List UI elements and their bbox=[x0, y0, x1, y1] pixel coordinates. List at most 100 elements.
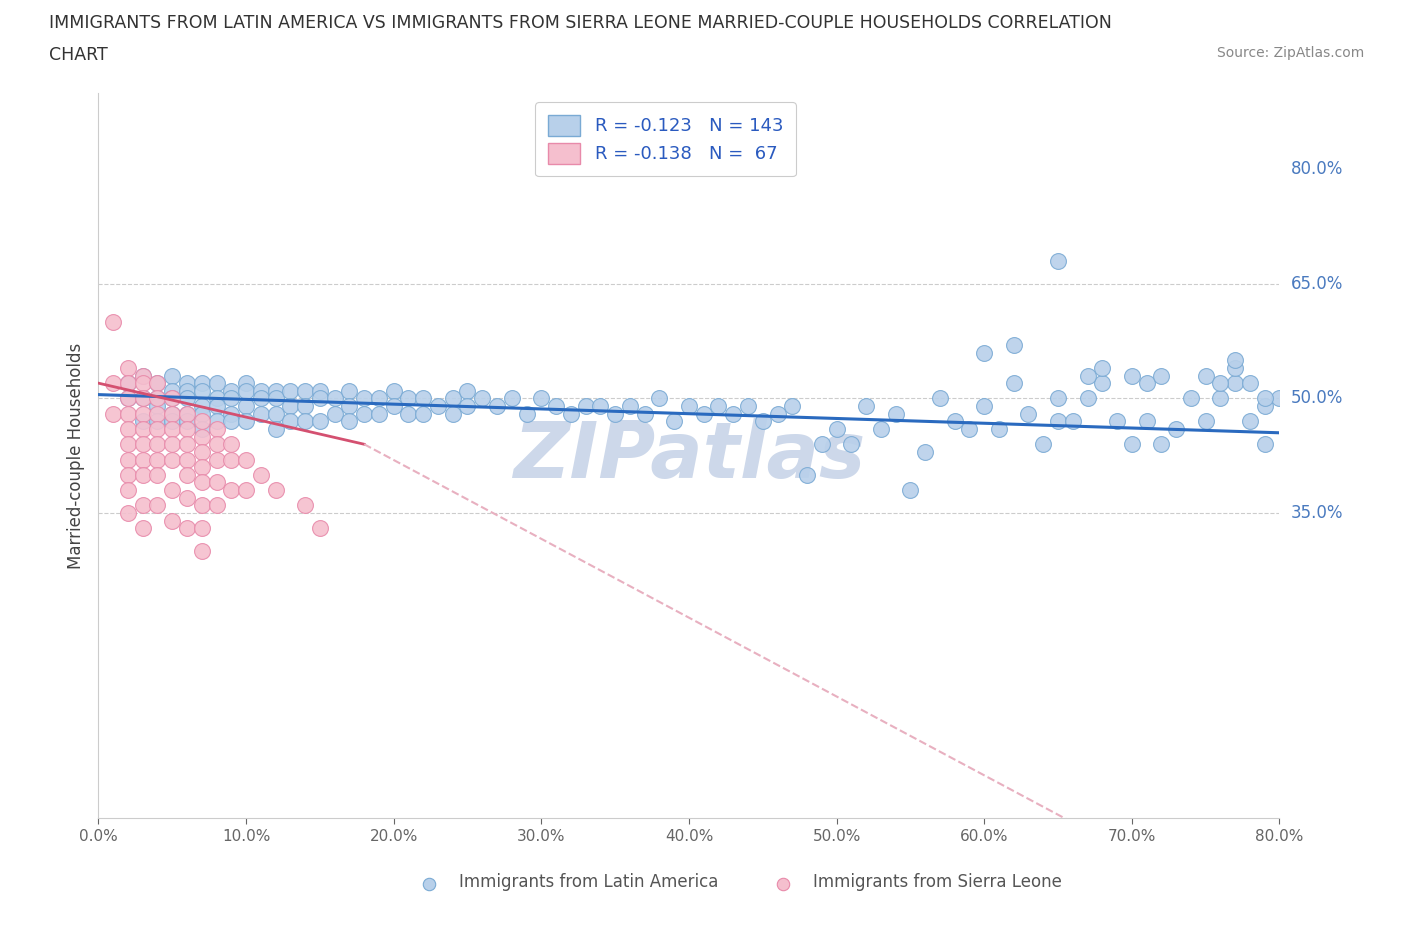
Point bbox=[162, 414, 183, 429]
Point bbox=[309, 391, 332, 405]
Point bbox=[575, 399, 598, 414]
Point bbox=[884, 406, 907, 421]
Point bbox=[205, 437, 228, 452]
Point bbox=[457, 399, 479, 414]
Point bbox=[221, 406, 243, 421]
Point bbox=[235, 483, 257, 498]
Point bbox=[1046, 414, 1070, 429]
Point bbox=[117, 376, 139, 391]
Point bbox=[1180, 391, 1202, 405]
Point bbox=[205, 399, 228, 414]
Point bbox=[191, 521, 214, 536]
Point bbox=[486, 399, 509, 414]
Point bbox=[1254, 399, 1277, 414]
Point bbox=[221, 414, 243, 429]
Point bbox=[191, 383, 214, 398]
Point bbox=[176, 452, 198, 467]
Point bbox=[235, 399, 257, 414]
Point bbox=[205, 421, 228, 436]
Point bbox=[309, 414, 332, 429]
Point bbox=[1046, 254, 1070, 269]
Point bbox=[353, 391, 375, 405]
Point bbox=[1225, 376, 1247, 391]
Point bbox=[146, 406, 169, 421]
Point bbox=[412, 406, 434, 421]
Point bbox=[117, 468, 139, 483]
Point bbox=[619, 399, 641, 414]
Point bbox=[250, 383, 273, 398]
Point bbox=[368, 406, 391, 421]
Point bbox=[1195, 414, 1218, 429]
Point bbox=[1150, 437, 1173, 452]
Point bbox=[339, 399, 361, 414]
Point bbox=[250, 406, 273, 421]
Point bbox=[323, 406, 346, 421]
Point bbox=[103, 314, 125, 329]
Point bbox=[146, 414, 169, 429]
Point bbox=[221, 391, 243, 405]
Point bbox=[294, 498, 316, 512]
Point bbox=[501, 391, 523, 405]
Point bbox=[117, 483, 139, 498]
Point bbox=[678, 399, 700, 414]
Point bbox=[132, 414, 155, 429]
Point bbox=[176, 490, 198, 505]
Point bbox=[146, 391, 169, 405]
Text: 65.0%: 65.0% bbox=[1291, 275, 1343, 293]
Point bbox=[146, 498, 169, 512]
Point bbox=[1121, 437, 1143, 452]
Point bbox=[132, 376, 155, 391]
Point bbox=[398, 406, 420, 421]
Point bbox=[1046, 391, 1070, 405]
Text: Immigrants from Latin America: Immigrants from Latin America bbox=[458, 873, 718, 891]
Text: Immigrants from Sierra Leone: Immigrants from Sierra Leone bbox=[813, 873, 1062, 891]
Point bbox=[205, 498, 228, 512]
Point bbox=[205, 391, 228, 405]
Point bbox=[1225, 352, 1247, 367]
Point bbox=[825, 421, 848, 436]
Point bbox=[353, 406, 375, 421]
Point bbox=[339, 414, 361, 429]
Point bbox=[412, 391, 434, 405]
Point bbox=[1091, 376, 1114, 391]
Point bbox=[162, 368, 183, 383]
Point bbox=[176, 406, 198, 421]
Point bbox=[162, 383, 183, 398]
Point bbox=[162, 406, 183, 421]
Point bbox=[162, 513, 183, 528]
Point bbox=[103, 406, 125, 421]
Point bbox=[382, 383, 405, 398]
Point bbox=[471, 391, 494, 405]
Point bbox=[605, 406, 627, 421]
Point bbox=[117, 406, 139, 421]
Point bbox=[309, 521, 332, 536]
Point bbox=[1166, 421, 1188, 436]
Point bbox=[132, 437, 155, 452]
Point bbox=[205, 376, 228, 391]
Point bbox=[501, 842, 523, 857]
Point bbox=[117, 376, 139, 391]
Point bbox=[546, 399, 568, 414]
Point bbox=[132, 468, 155, 483]
Point bbox=[634, 406, 657, 421]
Point bbox=[117, 437, 139, 452]
Point bbox=[1254, 391, 1277, 405]
Point bbox=[1091, 361, 1114, 376]
Point bbox=[176, 521, 198, 536]
Point bbox=[146, 399, 169, 414]
Point bbox=[132, 391, 155, 405]
Point bbox=[250, 468, 273, 483]
Point bbox=[294, 414, 316, 429]
Point bbox=[221, 437, 243, 452]
Point bbox=[117, 506, 139, 521]
Point bbox=[250, 391, 273, 405]
Point bbox=[191, 399, 214, 414]
Point bbox=[191, 459, 214, 474]
Point bbox=[855, 399, 877, 414]
Point bbox=[191, 475, 214, 490]
Point bbox=[221, 452, 243, 467]
Point bbox=[176, 406, 198, 421]
Point bbox=[103, 376, 125, 391]
Point bbox=[1107, 414, 1129, 429]
Point bbox=[191, 498, 214, 512]
